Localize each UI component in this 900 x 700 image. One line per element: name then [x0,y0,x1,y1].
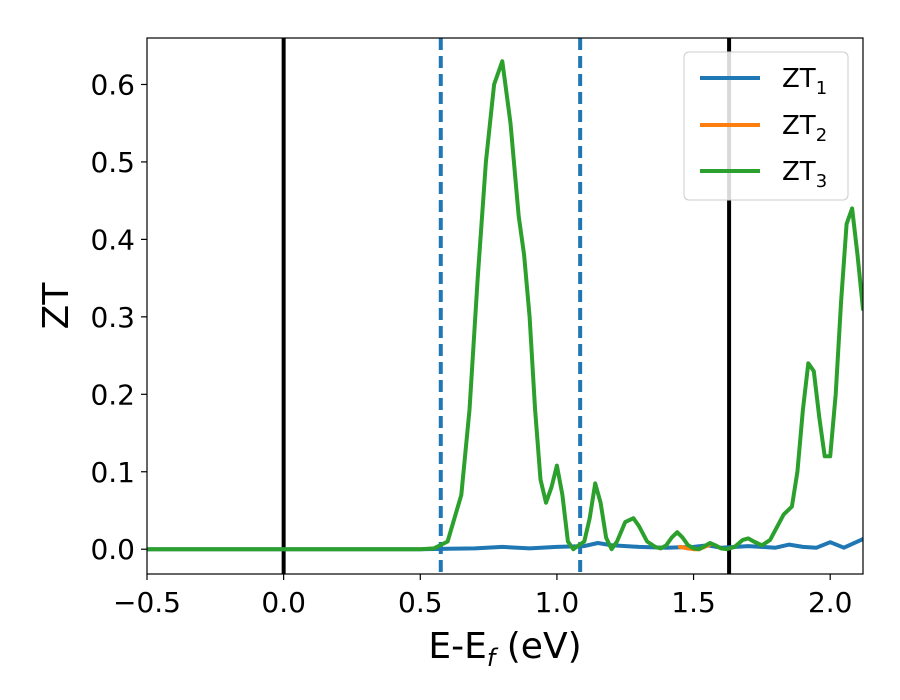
y-axis-title: ZT [36,282,77,330]
legend-label-zt2: ZT2 [782,111,827,146]
y-tick-label: 0.0 [90,533,135,566]
y-axis-ticks: 0.0 0.1 0.2 0.3 0.4 0.5 0.6 [90,68,147,566]
y-tick-label: 0.3 [90,301,135,334]
y-tick-label: 0.1 [90,456,135,489]
x-axis-title: E-Ef (eV) [428,626,581,672]
x-tick-label: 1.5 [671,586,716,619]
y-tick-label: 0.2 [90,378,135,411]
x-tick-label: 2.0 [808,586,853,619]
x-tick-label: 0.0 [261,586,306,619]
plot-frame [146,37,864,575]
series-lines [147,59,863,552]
legend: ZT1 ZT2 ZT3 [683,51,849,201]
legend-label-zt1: ZT1 [782,64,827,99]
x-tick-label: −0.5 [113,586,181,619]
y-tick-label: 0.5 [90,146,135,179]
reference-lines [281,38,732,574]
legend-box [683,51,849,201]
y-tick-label: 0.4 [90,223,135,256]
series-line-3 [147,59,863,552]
y-tick-label: 0.6 [90,68,135,101]
legend-label-zt3: ZT3 [782,157,827,192]
x-axis-ticks: −0.5 0.0 0.5 1.0 1.5 2.0 [113,574,852,619]
x-tick-label: 0.5 [398,586,443,619]
x-tick-label: 1.0 [535,586,580,619]
